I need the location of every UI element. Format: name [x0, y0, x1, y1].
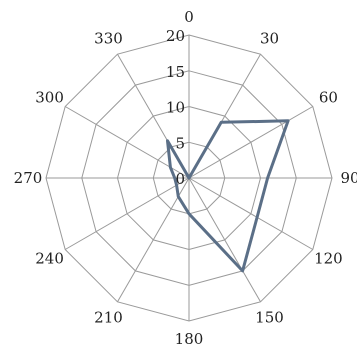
angle-tick-label: 270 — [14, 169, 43, 187]
angle-tick-label: 210 — [94, 308, 123, 326]
series-line-0 — [166, 119, 290, 273]
radial-tick-label: 15 — [166, 63, 185, 81]
angle-tick-label: 300 — [35, 89, 64, 107]
radial-tick-label: 5 — [175, 134, 185, 152]
chart-series — [166, 119, 290, 273]
angle-tick-label: 240 — [35, 250, 64, 268]
angle-tick-label: 120 — [314, 250, 343, 268]
radial-tick-labels: 0 5 10 15 20 — [166, 27, 185, 188]
angle-tick-label: 0 — [184, 8, 194, 26]
angle-tick-label: 150 — [255, 308, 284, 326]
angle-tick-label: 30 — [260, 30, 279, 48]
grid-spoke-150 — [188, 177, 261, 303]
grid-spoke-300 — [64, 106, 190, 179]
angle-tick-label: 180 — [175, 330, 204, 348]
grid-spoke-60 — [188, 106, 314, 179]
grid-spoke-240 — [64, 177, 190, 250]
radial-tick-label: 20 — [166, 27, 185, 45]
grid-spoke-210 — [117, 177, 190, 303]
angle-tick-label: 90 — [340, 169, 357, 187]
radial-tick-label: 0 — [175, 170, 185, 188]
grid-spoke-120 — [188, 177, 314, 250]
radial-tick-label: 10 — [166, 99, 185, 117]
angle-tick-label: 330 — [94, 30, 123, 48]
angle-tick-label: 60 — [319, 89, 338, 107]
